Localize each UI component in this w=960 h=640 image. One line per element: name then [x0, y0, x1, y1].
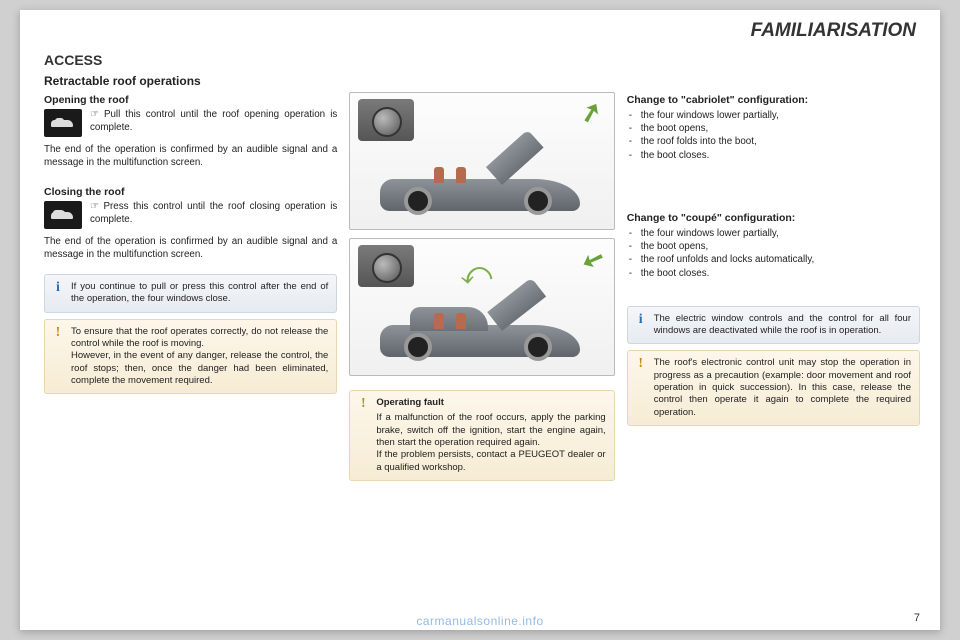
column-right: Change to "cabriolet" configuration: the…	[627, 72, 920, 481]
page-number: 7	[914, 612, 920, 624]
manual-page: FAMILIARISATION ACCESS Retractable roof …	[20, 10, 940, 630]
closing-bullet: ☞ Press this control until the roof clos…	[90, 201, 337, 226]
figure-roof-closing: ➚ ⤺	[349, 238, 614, 376]
control-knob-icon	[358, 99, 414, 141]
content-columns: Retractable roof operations Opening the …	[44, 72, 920, 481]
heading-cabriolet: Change to "cabriolet" configuration:	[627, 94, 920, 106]
list-item: the boot opens,	[627, 240, 920, 253]
list-item: the boot closes.	[627, 267, 920, 280]
car-illustration-close	[380, 303, 590, 361]
list-item: the four windows lower partially,	[627, 109, 920, 122]
callout-info-left: i If you continue to pull or press this …	[44, 274, 337, 313]
column-left: Retractable roof operations Opening the …	[44, 72, 337, 481]
opening-bullet-text: Pull this control until the roof opening…	[90, 109, 337, 133]
roof-close-icon	[44, 201, 82, 229]
info-left-text: If you continue to pull or press this co…	[71, 281, 328, 304]
fault-title: Operating fault	[376, 397, 605, 409]
section-title: ACCESS	[44, 52, 920, 68]
list-item: the four windows lower partially,	[627, 227, 920, 240]
watermark: carmanualsonline.info	[20, 614, 940, 628]
closing-para: The end of the operation is confirmed by…	[44, 236, 337, 261]
cabriolet-list: the four windows lower partially, the bo…	[627, 109, 920, 162]
watermark-text: carmanualsonline.info	[416, 614, 543, 628]
coupe-list: the four windows lower partially, the bo…	[627, 227, 920, 280]
list-item: the roof folds into the boot,	[627, 135, 920, 148]
arrow-up-icon: ➚	[576, 95, 605, 131]
warn-icon: !	[49, 324, 67, 342]
callout-warn-right: ! The roof's electronic control unit may…	[627, 350, 920, 426]
fault-body: If a malfunction of the roof occurs, app…	[376, 412, 605, 472]
callout-info-right: i The electric window controls and the c…	[627, 306, 920, 345]
warn-icon: !	[354, 395, 372, 413]
opening-para: The end of the operation is confirmed by…	[44, 144, 337, 169]
motion-arrow-icon: ⤺	[459, 256, 494, 293]
arrow-down-icon: ➚	[577, 242, 608, 279]
heading-opening: Opening the roof	[44, 94, 337, 106]
heading-coupe: Change to "coupé" configuration:	[627, 212, 920, 224]
car-illustration-open	[380, 157, 590, 215]
list-item: the boot opens,	[627, 122, 920, 135]
info-icon: i	[49, 279, 67, 297]
callout-warn-left: ! To ensure that the roof operates corre…	[44, 319, 337, 395]
page-header: FAMILIARISATION	[751, 20, 916, 42]
callout-operating-fault: ! Operating fault If a malfunction of th…	[349, 390, 614, 481]
closing-bullet-text: Press this control until the roof closin…	[90, 201, 337, 225]
closing-row: ☞ Press this control until the roof clos…	[44, 201, 337, 232]
roof-open-icon	[44, 109, 82, 137]
info-right-text: The electric window controls and the con…	[654, 313, 911, 336]
warn-right-text: The roof's electronic control unit may s…	[654, 357, 911, 417]
list-item: the boot closes.	[627, 149, 920, 162]
info-icon: i	[632, 311, 650, 329]
column-middle: ➚ ➚ ⤺	[349, 72, 614, 481]
control-knob-icon	[358, 245, 414, 287]
subtitle-retractable: Retractable roof operations	[44, 74, 337, 88]
figure-roof-opening: ➚	[349, 92, 614, 230]
opening-bullet: ☞ Pull this control until the roof openi…	[90, 109, 337, 134]
heading-closing: Closing the roof	[44, 186, 337, 198]
list-item: the roof unfolds and locks automatically…	[627, 253, 920, 266]
warn-left-text: To ensure that the roof operates correct…	[71, 326, 328, 386]
warn-icon: !	[632, 355, 650, 373]
opening-row: ☞ Pull this control until the roof openi…	[44, 109, 337, 140]
